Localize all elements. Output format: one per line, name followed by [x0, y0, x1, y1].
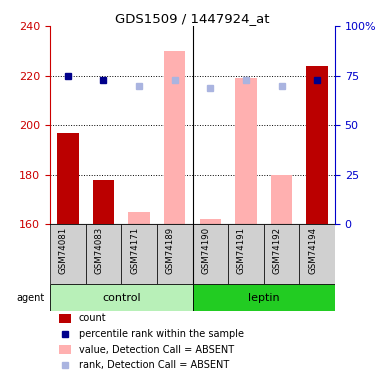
Text: agent: agent	[17, 293, 45, 303]
Bar	[50, 284, 192, 311]
Text: control: control	[102, 293, 141, 303]
Bar	[57, 133, 79, 224]
Bar	[271, 175, 292, 224]
Title: GDS1509 / 1447924_at: GDS1509 / 1447924_at	[115, 12, 270, 25]
Bar	[228, 224, 264, 284]
Text: count: count	[79, 314, 106, 323]
Bar	[128, 212, 150, 224]
Text: GSM74083: GSM74083	[94, 227, 104, 274]
Bar	[306, 66, 328, 224]
Bar	[85, 224, 121, 284]
Bar	[157, 224, 192, 284]
Bar	[264, 224, 300, 284]
Text: value, Detection Call = ABSENT: value, Detection Call = ABSENT	[79, 345, 234, 355]
Bar	[164, 51, 186, 224]
Text: percentile rank within the sample: percentile rank within the sample	[79, 329, 244, 339]
Bar	[199, 219, 221, 224]
Bar	[93, 180, 114, 224]
Bar	[235, 78, 257, 224]
Bar	[192, 224, 228, 284]
Bar	[300, 224, 335, 284]
Text: rank, Detection Call = ABSENT: rank, Detection Call = ABSENT	[79, 360, 229, 370]
Text: GSM74192: GSM74192	[273, 227, 281, 274]
Bar	[121, 224, 157, 284]
Text: GSM74081: GSM74081	[59, 227, 68, 274]
Text: GSM74194: GSM74194	[308, 227, 317, 274]
Text: leptin: leptin	[248, 293, 280, 303]
Bar	[59, 345, 72, 354]
Bar	[50, 224, 85, 284]
Bar	[192, 284, 335, 311]
Text: GSM74171: GSM74171	[130, 227, 139, 274]
Text: GSM74190: GSM74190	[201, 227, 210, 274]
Text: GSM74191: GSM74191	[237, 227, 246, 274]
Text: GSM74189: GSM74189	[166, 227, 175, 274]
Bar	[59, 314, 72, 323]
